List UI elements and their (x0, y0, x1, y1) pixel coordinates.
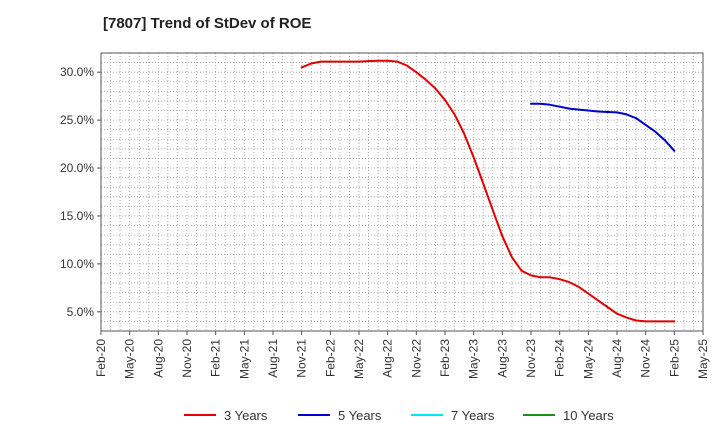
x-tick-label: Feb-25 (667, 339, 681, 377)
y-tick-label: 15.0% (60, 209, 94, 223)
x-tick-label: Aug-20 (151, 339, 165, 378)
y-tick-label: 5.0% (67, 305, 95, 319)
legend-label: 5 Years (338, 408, 382, 423)
x-tick-label: Aug-24 (610, 339, 624, 378)
x-tick-label: Feb-22 (323, 339, 337, 377)
y-tick-label: 20.0% (60, 161, 94, 175)
x-tick-label: Nov-22 (409, 339, 423, 378)
x-tick-label: Aug-23 (495, 339, 509, 378)
x-tick-label: Nov-24 (639, 339, 653, 378)
grid (101, 53, 703, 331)
x-tick-label: May-25 (696, 339, 710, 379)
x-tick-label: Feb-20 (94, 339, 108, 377)
x-tick-label: May-21 (237, 339, 251, 379)
plot-frame (100, 52, 704, 332)
series-line (530, 102, 676, 152)
x-tick-label: Aug-22 (381, 339, 395, 378)
series-lines (300, 59, 676, 323)
x-tick-label: Nov-20 (180, 339, 194, 378)
x-tick-label: Aug-21 (266, 339, 280, 378)
x-tick-label: May-23 (467, 339, 481, 379)
x-tick-label: May-22 (352, 339, 366, 379)
x-tick-label: Feb-23 (438, 339, 452, 377)
x-tick-label: May-24 (581, 339, 595, 379)
x-tick-label: Feb-24 (553, 339, 567, 377)
legend-label: 3 Years (224, 408, 268, 423)
x-tick-label: Nov-23 (524, 339, 538, 378)
legend-label: 7 Years (451, 408, 495, 423)
x-tick-label: May-20 (123, 339, 137, 379)
y-tick-label: 25.0% (60, 113, 94, 127)
x-tick-label: Nov-21 (295, 339, 309, 378)
x-axis: Feb-20 May-20 Aug-20 Nov-20 Feb-21 May-21 Aug-… (94, 331, 710, 379)
chart-title: [7807] Trend of StDev of ROE (103, 15, 311, 32)
legend-label: 10 Years (563, 408, 614, 423)
y-axis: 5.0% 10.0% 15.0% 20.0% 25.0% 30.0% (60, 65, 101, 319)
y-tick-label: 30.0% (60, 65, 94, 79)
legend: 3 Years 5 Years 7 Years 10 Years (184, 408, 614, 423)
y-tick-label: 10.0% (60, 257, 94, 271)
series-line (300, 59, 676, 323)
x-tick-label: Feb-21 (209, 339, 223, 377)
